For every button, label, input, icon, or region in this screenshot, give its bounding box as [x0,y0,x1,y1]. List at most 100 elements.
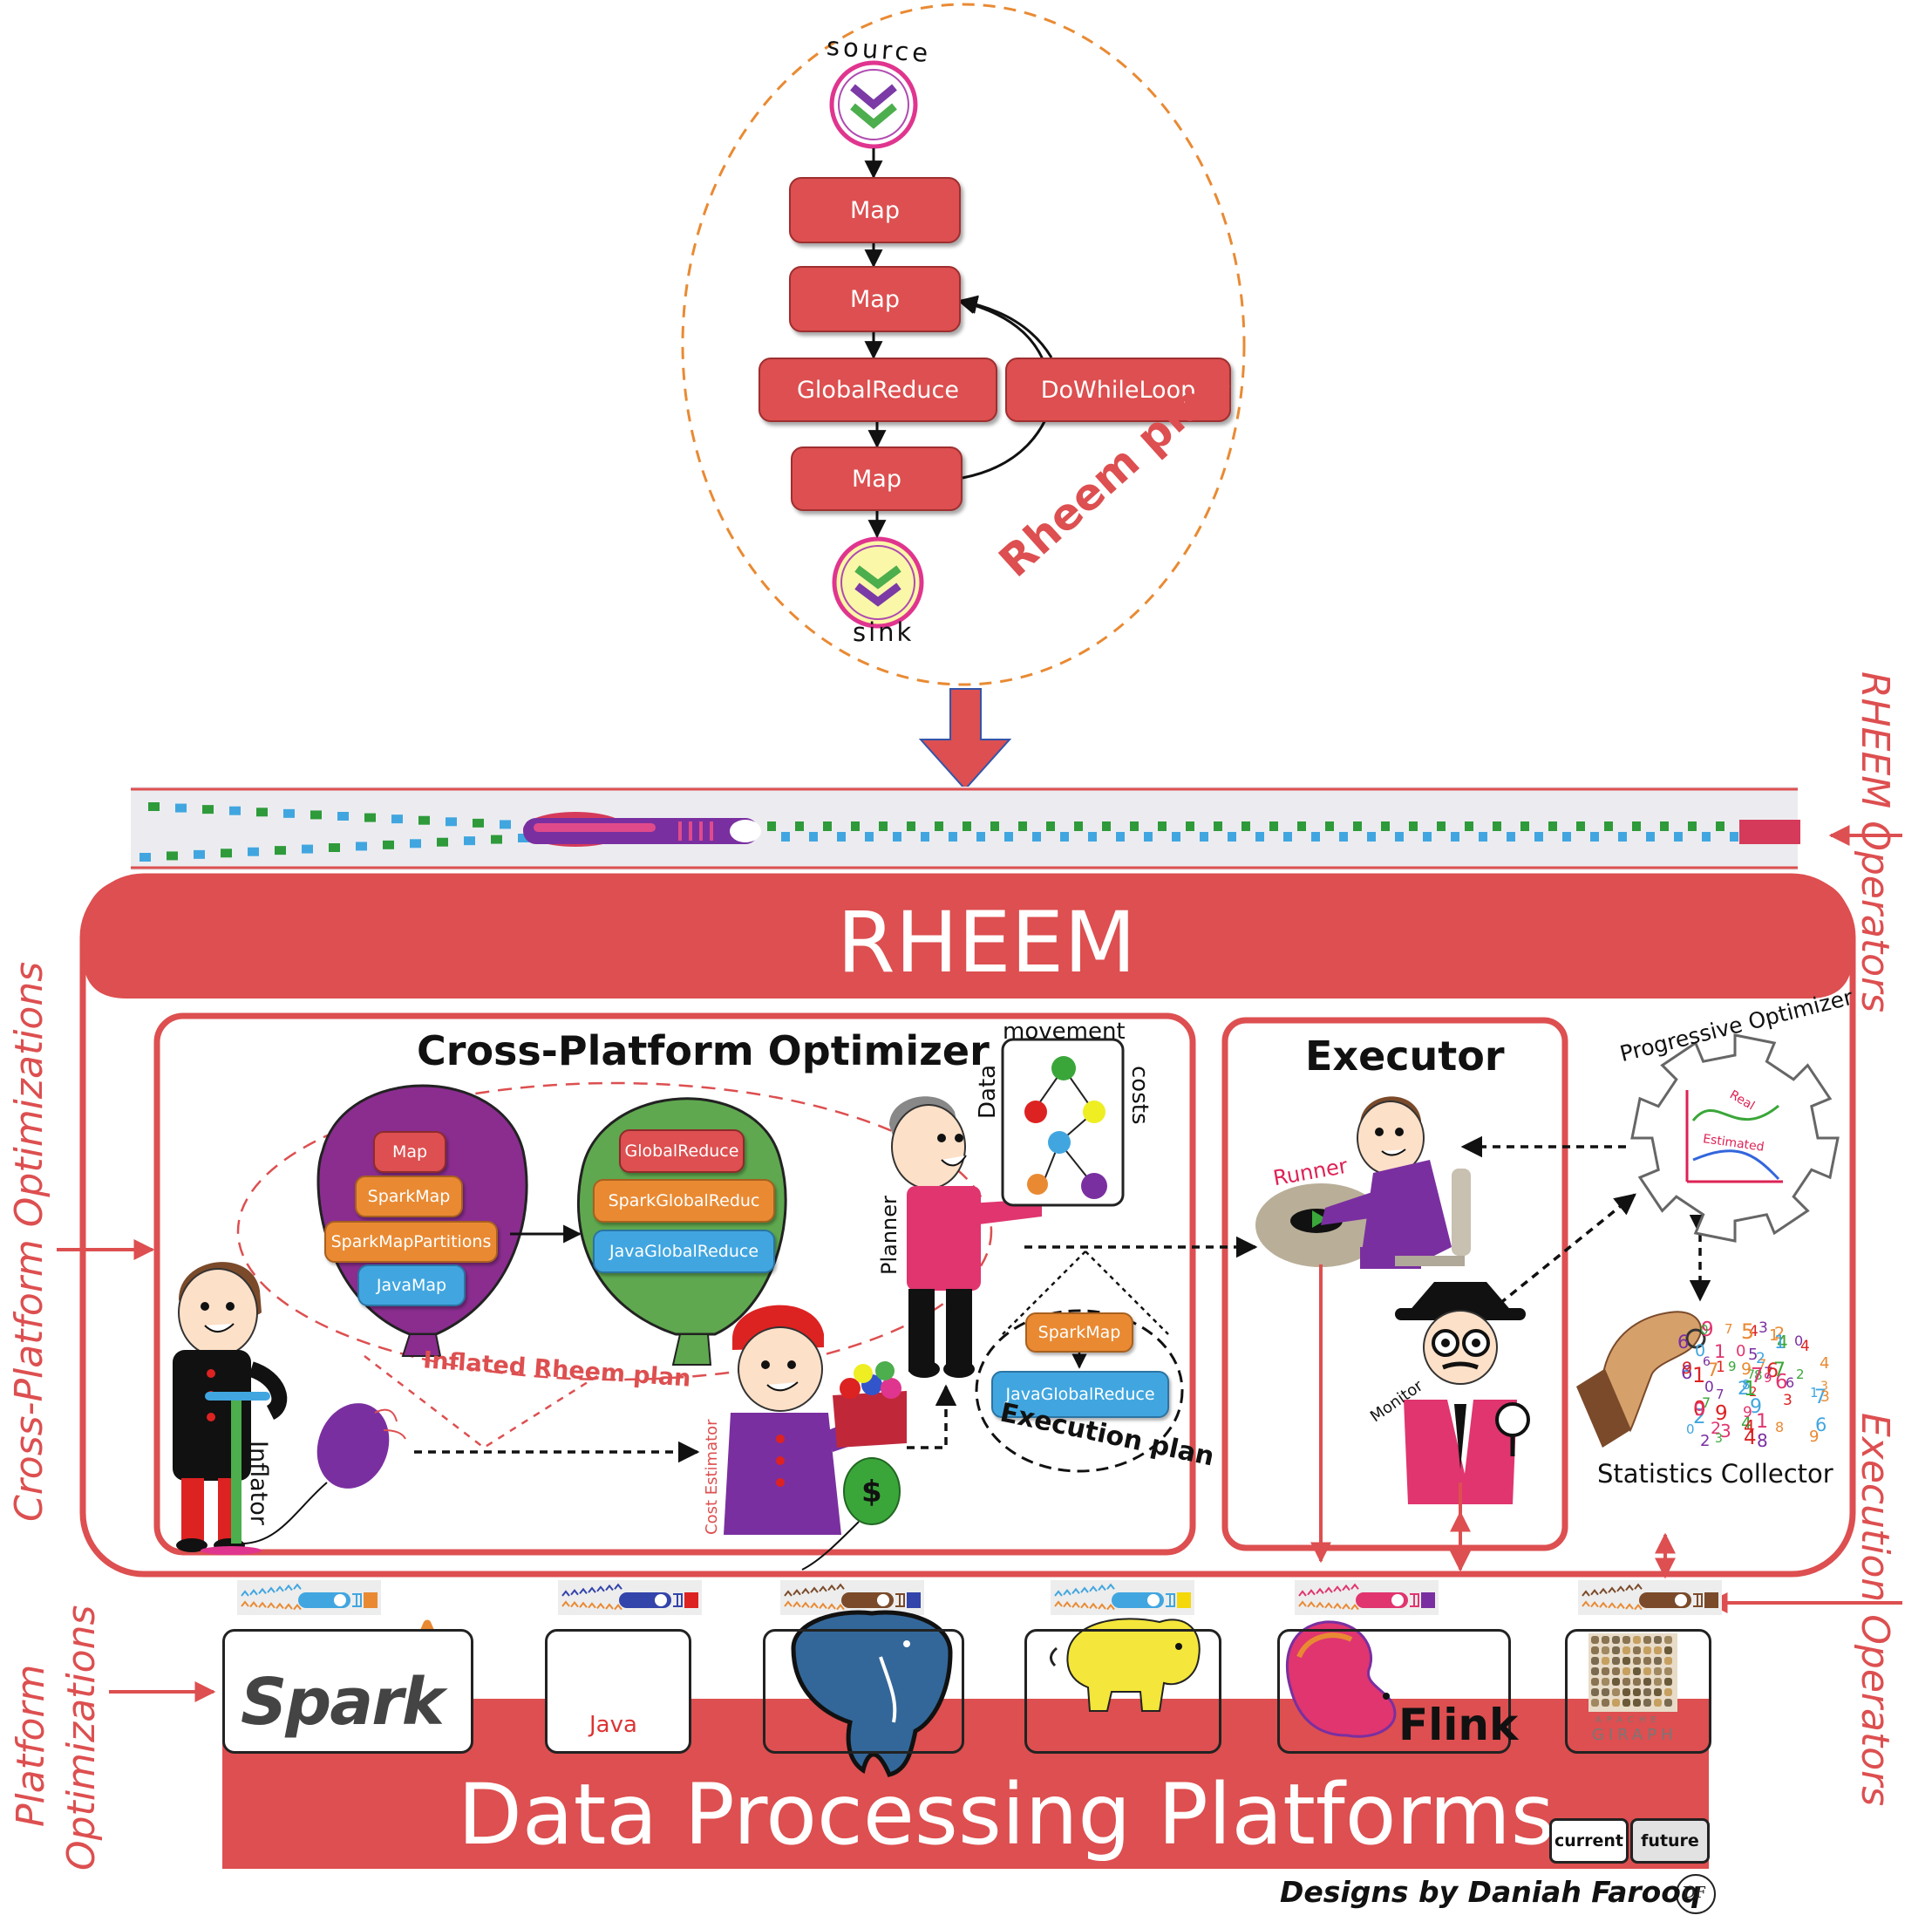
gear-icon [1630,1033,1840,1243]
zipper-tooth [1032,832,1041,842]
cost-estimator-figure: $ [724,1305,907,1571]
zipper-tooth [1632,821,1641,831]
zipper-tooth [1283,832,1292,842]
giraph-bottom-label: GIRAPH [1592,1726,1677,1744]
giraph-cell [1633,1699,1641,1707]
giraph-cell [1633,1657,1641,1665]
stat-digit: 4 [1777,1332,1788,1353]
zipper-tooth [1520,821,1529,831]
stat-digit: 6 [1681,1362,1692,1383]
stat-digit: 2 [1700,1432,1710,1450]
board-movement-label: movement [1003,1019,1126,1045]
platform-flink[interactable]: Flink [1277,1629,1518,1754]
planner-label: Planner [877,1196,901,1275]
zipper-tooth [1674,832,1683,842]
small-balloon [316,1403,390,1489]
zipper-tooth [310,810,322,820]
plan-op-map-3: Map [791,446,963,511]
zipper-tooth [464,836,475,846]
giraph-cell [1643,1636,1651,1644]
zipper-tooth [275,846,286,855]
giraph-cell [1591,1636,1599,1644]
zipper-tooth [364,813,376,822]
java-label: Java [589,1712,637,1738]
stat-digit: 8 [1742,1377,1751,1393]
platform-giraph[interactable]: APACHE GIRAPH [1565,1629,1711,1754]
stat-digit: 9 [1764,1370,1772,1386]
zipper-tooth [1004,832,1013,842]
stat-digit: 7 [1758,1356,1766,1373]
zipper-tooth [935,821,943,831]
stat-digit: 7 [1764,1365,1773,1382]
giraph-cell [1622,1646,1630,1654]
platform-optimizations-label-1: Platform [9,1664,53,1827]
stat-digit: 7 [1725,1321,1733,1337]
svg-text:$: $ [861,1475,882,1510]
zipper-tooth [302,844,313,854]
giraph-cell [1622,1678,1630,1686]
giraph-cell [1622,1657,1630,1665]
mini-zipper [1295,1580,1439,1615]
stat-digit: 9 [1743,1404,1752,1421]
zipper-tooth [781,832,790,842]
zipper-tooth [329,843,340,852]
zipper-tooth [893,832,901,842]
stat-digit: 1 [1716,1359,1725,1376]
stat-digit: 0 [1693,1398,1706,1421]
stat-digit: 5 [1748,1346,1758,1364]
zipper-tooth [767,821,776,831]
giraph-cell [1622,1667,1630,1675]
giraph-cell [1633,1646,1641,1654]
stat-digit: 9 [1701,1319,1714,1341]
mini-zipper [558,1580,702,1615]
stat-digit: 6 [1815,1414,1827,1435]
mini-zipper [780,1580,924,1615]
zipper-tooth [1228,832,1236,842]
zipper-tooth [1660,821,1669,831]
stat-digit: 9 [1809,1428,1819,1446]
zipper-tooth [1451,832,1459,842]
giraph-cell [1654,1646,1662,1654]
stat-digit: 2 [1756,1350,1765,1367]
giraph-cell [1591,1678,1599,1686]
giraph-cell [1612,1688,1620,1696]
platform-spark[interactable]: Spark [222,1629,473,1754]
balloon-op-sparkglobalreduc: SparkGlobalReduc [593,1179,775,1223]
giraph-cell [1654,1636,1662,1644]
giraph-cell [1602,1657,1609,1665]
giraph-cell [1643,1699,1651,1707]
credit-monogram: DF [1683,1884,1706,1902]
giraph-cell [1654,1667,1662,1675]
zipper-tooth [1158,821,1167,831]
stat-digit: 7 [1814,1387,1827,1408]
platform-hadoop[interactable] [1024,1629,1221,1754]
stat-digit: 9 [1741,1360,1752,1379]
stat-digit: 8 [1757,1430,1768,1451]
platform-postgresql[interactable] [763,1629,964,1754]
stat-digit: 2 [1711,1419,1721,1438]
plan-op-globalreduce: GlobalReduce [759,358,997,422]
mini-zipper [1051,1580,1194,1615]
stat-digit: 9 [1750,1396,1762,1418]
giraph-cell [1643,1667,1651,1675]
giraph-cell [1591,1646,1599,1654]
inflator-figure [173,1262,328,1555]
stat-digit: 6 [1703,1355,1711,1369]
rheem-operators-label: RHEEM Operators [1853,671,1897,1013]
plan-op-dowhileloop: DoWhileLoop [1005,358,1231,422]
flink-squirrel-icon [1285,1620,1397,1738]
stat-digit: 2 [1738,1378,1749,1399]
platform-java[interactable]: Java [545,1629,691,1754]
giraph-cell [1664,1636,1672,1644]
zipper-tooth [167,851,178,861]
zipper-tooth [1604,821,1613,831]
stat-digit: 2 [1749,1384,1758,1400]
plan-op-map-1: Map [789,177,961,243]
balloon-op-javaglobalreduce: JavaGlobalReduce [593,1230,775,1273]
stat-digit: 4 [1744,1416,1755,1437]
runner-figure [1255,1096,1471,1564]
zipper-tooth [1423,832,1432,842]
stat-digit: 3 [1783,1392,1793,1409]
stat-digit: 1 [1774,1332,1786,1353]
